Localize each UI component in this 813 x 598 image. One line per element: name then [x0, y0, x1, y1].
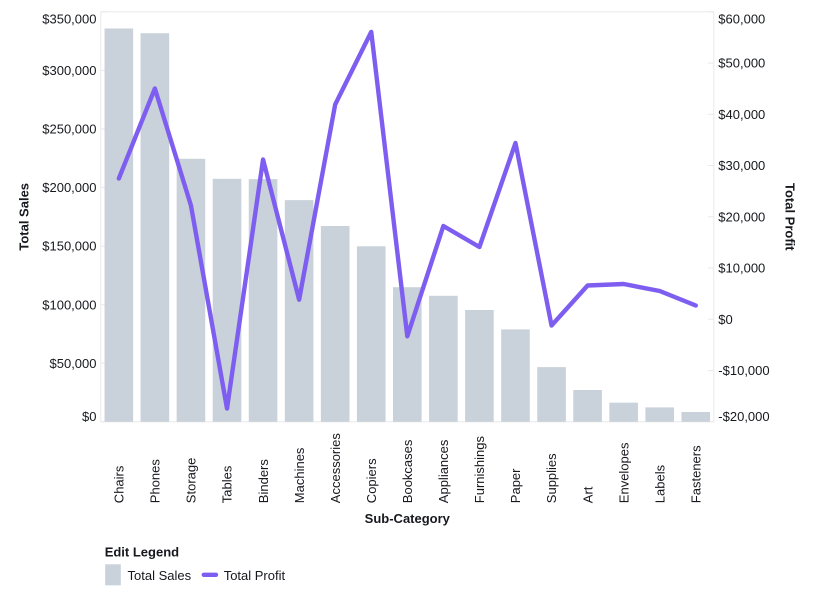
svg-text:$60,000: $60,000	[718, 11, 765, 26]
svg-text:$300,000: $300,000	[42, 63, 96, 78]
svg-text:Envelopes: Envelopes	[616, 442, 631, 503]
svg-text:Appliances: Appliances	[436, 439, 451, 503]
svg-text:Fasteners: Fasteners	[688, 445, 703, 503]
svg-text:Paper: Paper	[508, 468, 523, 503]
svg-text:$0: $0	[82, 409, 96, 424]
svg-text:-$10,000: -$10,000	[718, 363, 769, 378]
svg-text:Total Profit: Total Profit	[782, 183, 797, 251]
svg-text:-$20,000: -$20,000	[718, 409, 769, 424]
svg-text:Total Sales: Total Sales	[128, 568, 192, 583]
svg-text:$350,000: $350,000	[42, 11, 96, 26]
svg-text:$20,000: $20,000	[718, 209, 765, 224]
svg-text:Bookcases: Bookcases	[400, 439, 415, 503]
svg-text:$10,000: $10,000	[718, 261, 765, 276]
svg-text:Supplies: Supplies	[544, 453, 559, 503]
svg-text:$50,000: $50,000	[50, 356, 97, 371]
svg-text:Total Profit: Total Profit	[224, 568, 286, 583]
svg-text:$100,000: $100,000	[42, 297, 96, 312]
svg-text:Copiers: Copiers	[364, 458, 379, 503]
svg-text:Total Sales: Total Sales	[16, 183, 31, 251]
svg-text:Accessories: Accessories	[328, 433, 343, 504]
svg-text:Chairs: Chairs	[112, 465, 127, 503]
svg-text:$150,000: $150,000	[42, 239, 96, 254]
svg-text:$40,000: $40,000	[718, 107, 765, 122]
svg-text:Sub-Category: Sub-Category	[365, 511, 451, 526]
svg-text:$250,000: $250,000	[42, 122, 96, 137]
svg-text:Art: Art	[580, 486, 595, 503]
svg-text:Furnishings: Furnishings	[472, 436, 487, 504]
svg-text:$30,000: $30,000	[718, 158, 765, 173]
svg-text:Machines: Machines	[292, 447, 307, 503]
svg-text:Storage: Storage	[184, 458, 199, 504]
svg-text:$200,000: $200,000	[42, 180, 96, 195]
svg-text:Phones: Phones	[148, 459, 163, 504]
svg-text:Labels: Labels	[652, 464, 667, 503]
svg-text:Edit Legend: Edit Legend	[105, 545, 179, 560]
svg-text:$50,000: $50,000	[718, 56, 765, 71]
svg-text:Binders: Binders	[256, 459, 271, 504]
svg-text:$0: $0	[718, 312, 732, 327]
svg-text:Tables: Tables	[220, 465, 235, 503]
